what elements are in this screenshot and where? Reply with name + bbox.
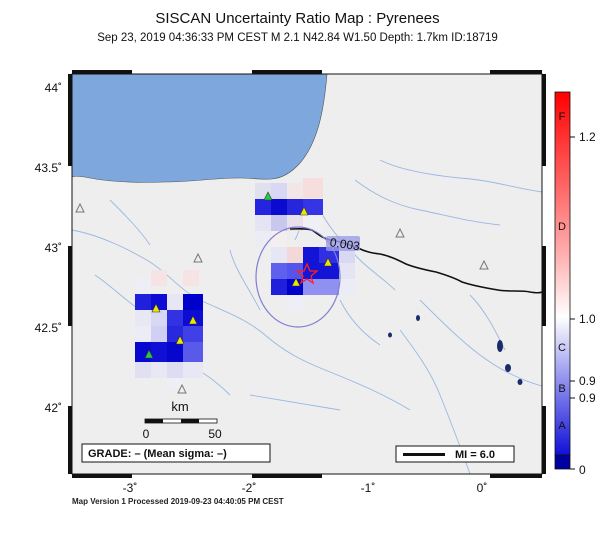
- lakes: [388, 315, 523, 385]
- contour-label-bg: [326, 236, 360, 251]
- uncertainty-contour: [255, 226, 341, 328]
- x-tick-label: -3˚: [123, 481, 138, 495]
- colorbar-value: 0.9: [579, 391, 595, 405]
- station-icon: [299, 206, 309, 216]
- colorbar-value: 0: [579, 463, 586, 477]
- grade-label: A: [558, 420, 566, 432]
- x-tick-label: -2˚: [242, 481, 257, 495]
- contour-label: 0.003: [329, 235, 361, 253]
- y-tick-label: 42.5˚: [35, 321, 62, 335]
- grade-label: F: [559, 111, 566, 123]
- event-subtitle: Sep 23, 2019 04:36:33 PM CEST M 2.1 N42.…: [97, 32, 498, 44]
- colorbar-value: 1.2: [579, 130, 595, 144]
- grade-box: GRADE: – (Mean sigma: –): [81, 443, 271, 463]
- station-icon: [177, 383, 187, 394]
- grade-label: D: [558, 221, 566, 233]
- grade-text: GRADE: – (Mean sigma: –): [88, 448, 227, 460]
- colorbar-value: 0.9: [579, 374, 595, 388]
- map-footer: Map Version 1 Processed 2019-09-23 04:40…: [72, 497, 284, 506]
- mi-legend-box: MI = 6.0: [395, 445, 515, 463]
- station-icon: [479, 259, 489, 270]
- mi-legend-text: MI = 6.0: [455, 449, 495, 461]
- x-axis-labels: -3˚ -2˚ -1˚ 0˚: [123, 481, 488, 495]
- scale-unit: km: [171, 399, 188, 414]
- scale-min: 0: [143, 427, 150, 441]
- epicenter-star-icon: [295, 262, 319, 285]
- y-tick-label: 42˚: [45, 401, 62, 415]
- stations-used: [144, 191, 333, 359]
- station-icon: [188, 315, 198, 325]
- map-title: SISCAN Uncertainty Ratio Map : Pyrenees: [155, 10, 440, 27]
- scale-bar: km 0 50: [143, 399, 222, 441]
- y-tick-label: 43.5˚: [35, 161, 62, 175]
- station-icon: [151, 303, 161, 313]
- station-icon: [263, 191, 273, 201]
- grade-label: C: [558, 342, 566, 354]
- station-icon: [144, 349, 154, 359]
- station-icon: [175, 335, 185, 345]
- ocean-bay-of-biscay: [71, 73, 328, 183]
- station-icon: [193, 252, 203, 263]
- station-icon: [75, 202, 85, 213]
- grade-label: B: [558, 383, 565, 395]
- station-icon: [291, 277, 301, 287]
- colorbar: F D C B A 1.2 1.0 0.9 0.9 0: [554, 91, 595, 477]
- x-tick-label: 0˚: [477, 481, 488, 495]
- stations-unused: [75, 202, 489, 394]
- scale-max: 50: [208, 427, 222, 441]
- station-icon: [323, 257, 333, 267]
- station-icon: [395, 227, 405, 238]
- x-tick-label: -1˚: [361, 481, 376, 495]
- colorbar-value: 1.0: [579, 312, 595, 326]
- y-tick-label: 44˚: [45, 81, 62, 95]
- frame-bands: [68, 70, 546, 478]
- y-axis-labels: 44˚ 43.5˚ 43˚ 42.5˚ 42˚: [35, 81, 62, 415]
- y-tick-label: 43˚: [45, 241, 62, 255]
